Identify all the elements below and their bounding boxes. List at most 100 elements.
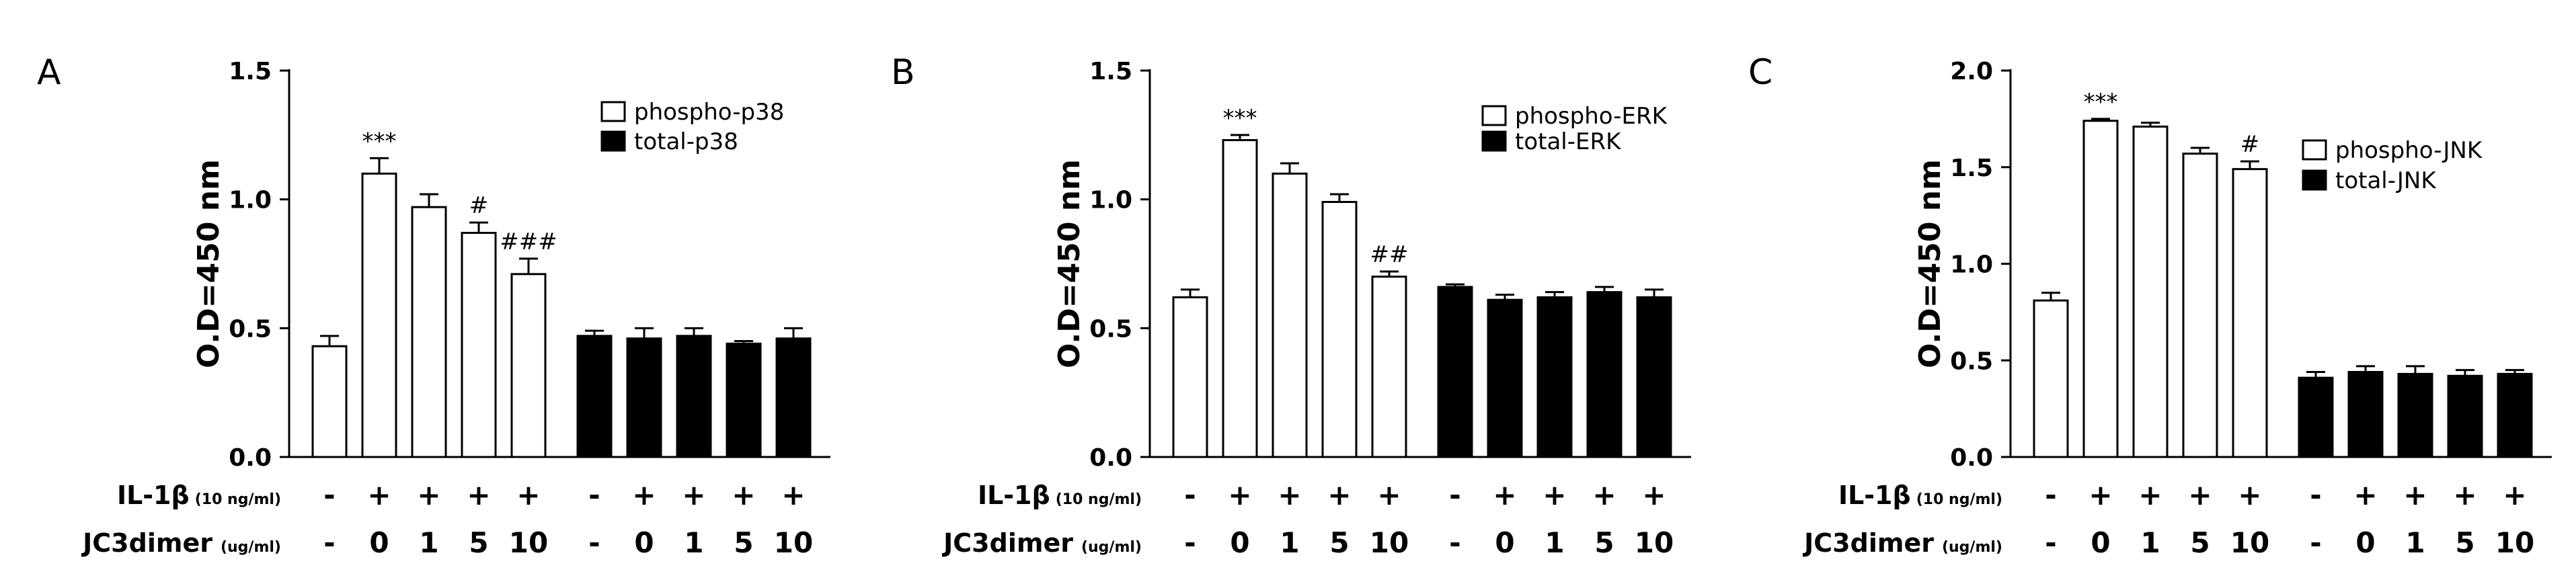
legend-label: total-JNK	[2335, 167, 2437, 194]
bar-total-ERK	[1636, 296, 1672, 458]
jc3-value: -	[1449, 526, 1460, 559]
il1b-value: +	[1493, 478, 1516, 511]
jc3-value: 10	[774, 526, 813, 559]
il1b-value: +	[2238, 478, 2261, 511]
bar-total-p38	[775, 337, 812, 458]
bar-total-JNK	[2397, 372, 2433, 458]
legend-swatch	[600, 130, 626, 152]
il1b-label: IL-1β	[1838, 481, 1911, 510]
bar-total-JNK	[2447, 374, 2483, 458]
jc3-label: JC3dimer	[1802, 528, 1934, 558]
jc3-value: 0	[369, 526, 389, 559]
y-tick-label: 0.0	[1950, 444, 1993, 472]
panel-A: A0.00.51.01.5O.D=450 nm***####phospho-p3…	[37, 52, 830, 559]
bar-total-p38	[676, 335, 712, 458]
jc3-value: 10	[1370, 526, 1409, 559]
il1b-value: +	[516, 478, 540, 511]
il1b-value: -	[1449, 478, 1460, 511]
y-tick-label: 0.0	[229, 444, 272, 472]
jc3-value: 10	[2230, 526, 2269, 559]
bar-phospho-p38	[311, 345, 348, 458]
jc3-value: 0	[2091, 526, 2110, 559]
legend-label: total-ERK	[1515, 128, 1622, 155]
jc3-value: 0	[2355, 526, 2375, 559]
jc3-unit: (ug/ml)	[1081, 539, 1142, 556]
y-tick-label: 0.5	[229, 315, 272, 343]
il1b-value: -	[588, 478, 600, 511]
legend-swatch	[2302, 139, 2327, 161]
il1b-value: +	[417, 478, 440, 511]
panel-C: C 0.0 0.5 1.0 1.5 2.0 O.D=450 nm *** # phospho-JN…	[1748, 52, 2552, 559]
il1b-value: +	[1327, 478, 1351, 511]
bar-phospho-JNK	[2132, 125, 2169, 458]
il1b-unit: (10 ng/ml)	[1056, 491, 1142, 508]
y-tick-label: 0.5	[1950, 347, 1993, 375]
legend-swatch	[1481, 105, 1507, 126]
y-tick-label: 0.0	[1089, 444, 1132, 472]
significance-label: ***	[1223, 105, 1257, 132]
il1b-value: +	[781, 478, 805, 511]
jc3-value: 5	[2190, 526, 2210, 559]
bar-total-JNK	[2347, 371, 2384, 458]
bar-phospho-p38	[510, 273, 547, 458]
legend-label: total-p38	[634, 128, 738, 155]
y-axis-label: O.D=450 nm	[1913, 159, 1947, 368]
bar-total-JNK	[2497, 372, 2533, 458]
y-tick-label: 2.0	[1950, 58, 1993, 85]
bar-total-JNK	[2298, 376, 2334, 458]
il1b-row-label: IL-1β (10 ng/ml)	[117, 481, 281, 510]
jc3-row-label: JC3dimer (ug/ml)	[941, 528, 1142, 558]
il1b-value: +	[467, 478, 490, 511]
y-tick-label: 1.5	[229, 58, 272, 85]
il1b-value: +	[2453, 478, 2476, 511]
jc3-value: 1	[2405, 526, 2425, 559]
il1b-value: +	[2138, 478, 2162, 511]
jc3-unit: (ug/ml)	[221, 539, 281, 556]
il1b-value: +	[1228, 478, 1251, 511]
y-tick-label: 1.0	[1089, 187, 1132, 214]
il1b-value: +	[2503, 478, 2526, 511]
il1b-unit: (10 ng/ml)	[1916, 491, 2002, 508]
y-tick-label: 0.5	[1089, 315, 1132, 343]
jc3-value: 1	[1545, 526, 1564, 559]
significance-label: ***	[362, 128, 397, 155]
jc3-value: -	[588, 526, 600, 559]
panel-letter: C	[1748, 52, 1772, 93]
jc3-value: 0	[1230, 526, 1249, 559]
significance-label: ###	[500, 228, 557, 255]
jc3-value: 0	[634, 526, 654, 559]
bar-phospho-p38	[411, 206, 447, 458]
jc3-value: 1	[1280, 526, 1299, 559]
jc3-value: 5	[1329, 526, 1349, 559]
jc3-value: 5	[1594, 526, 1614, 559]
significance-label: ***	[2084, 89, 2118, 116]
panel-letter: A	[37, 52, 61, 93]
jc3-value: 1	[2140, 526, 2160, 559]
bar-phospho-JNK	[2033, 299, 2069, 458]
jc3-row-label: JC3dimer (ug/ml)	[81, 528, 281, 558]
bar-total-ERK	[1586, 291, 1623, 458]
significance-label: #	[2240, 131, 2260, 158]
jc3-value: 10	[1635, 526, 1674, 559]
legend-swatch	[600, 101, 626, 122]
bar-phospho-JNK	[2082, 120, 2119, 458]
il1b-value: +	[732, 478, 755, 511]
bar-total-p38	[626, 337, 662, 458]
y-tick-label: 1.0	[1950, 251, 1993, 279]
legend-swatch	[1481, 130, 1507, 152]
il1b-value: -	[323, 478, 335, 511]
bar-phospho-JNK	[2232, 168, 2268, 458]
il1b-value: +	[2403, 478, 2427, 511]
jc3-label: JC3dimer	[941, 528, 1073, 558]
bar-phospho-ERK	[1272, 172, 1308, 458]
significance-label: #	[469, 192, 489, 219]
il1b-value: -	[2045, 478, 2056, 511]
jc3-value: -	[323, 526, 335, 559]
jc3-value: 0	[1495, 526, 1514, 559]
il1b-row-label: IL-1β (10 ng/ml)	[978, 481, 1142, 510]
bar-total-p38	[726, 342, 762, 458]
bar-phospho-ERK	[1222, 139, 1258, 458]
il1b-value: -	[2310, 478, 2321, 511]
il1b-value: +	[2188, 478, 2212, 511]
